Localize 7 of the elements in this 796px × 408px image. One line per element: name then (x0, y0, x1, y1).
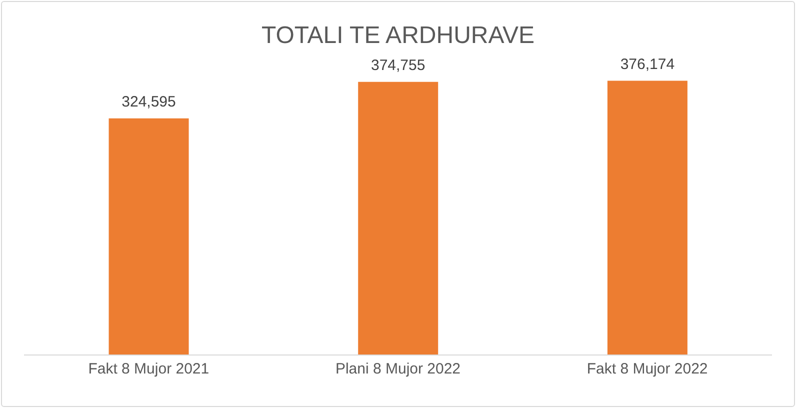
data-label: 374,755 (370, 56, 426, 74)
data-label: 376,174 (620, 56, 675, 73)
data-label: 324,595 (122, 93, 176, 110)
chart-title: TOTALI TE ARDHURAVE (260, 22, 536, 50)
x-tick-label: Plani 8 Mujor 2022 (335, 360, 461, 378)
x-tick-label: Fakt 8 Mujor 2022 (586, 360, 708, 378)
x-tick-label: Fakt 8 Mujor 2021 (88, 360, 210, 378)
